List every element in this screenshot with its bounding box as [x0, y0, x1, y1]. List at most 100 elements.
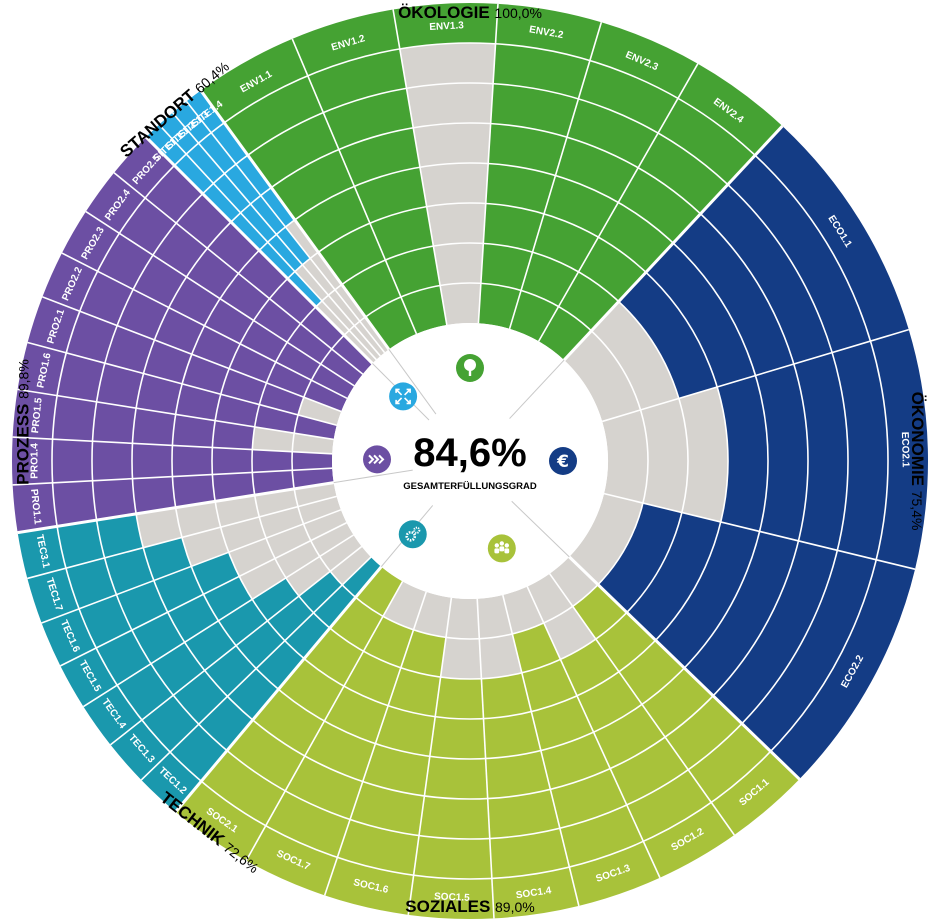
criterion-segment [136, 507, 182, 548]
criterion-segment [252, 689, 325, 756]
criterion-segment [250, 195, 286, 235]
criterion-segment [212, 447, 253, 475]
criterion-segment [159, 112, 199, 155]
criterion-segment [344, 330, 377, 364]
criterion-segment [393, 2, 498, 49]
category-score: 75,4% [909, 491, 925, 531]
criterion-segment [521, 252, 579, 307]
criterion-segment [271, 149, 355, 220]
criterion-segment [42, 253, 98, 312]
arrow-stroke [404, 397, 411, 405]
criterion-segment [175, 781, 266, 861]
ring-gridline [91, 82, 849, 840]
criterion-segment [311, 364, 355, 399]
criterion-segment [655, 521, 760, 669]
criterion-segment [479, 633, 522, 679]
criterion-segment [136, 373, 183, 415]
criterion-segment [408, 875, 494, 919]
criterion-segment [224, 75, 324, 156]
criterion-segment [302, 258, 336, 296]
criterion-segment [153, 566, 204, 613]
criterion-segment [211, 122, 248, 165]
arrow-stroke [404, 388, 411, 396]
criterion-segment [543, 175, 619, 238]
criterion-segment [117, 289, 169, 340]
criterion-segment [770, 559, 916, 780]
criterion-segment [419, 162, 489, 207]
criterion-segment [85, 172, 146, 234]
criterion-segment [275, 342, 321, 381]
criterion-segment [154, 307, 205, 355]
criterion-segment [287, 271, 323, 307]
criterion-segment [104, 325, 155, 374]
criterion-segment [207, 221, 260, 274]
criterion-segment [17, 526, 66, 579]
criterion-segment [175, 501, 221, 538]
criterion-segment [626, 512, 721, 641]
criterion-segment [560, 639, 619, 696]
criterion-segment [143, 537, 192, 581]
criterion-segment [212, 420, 255, 450]
icon-badge [549, 447, 577, 475]
gear-small [413, 526, 421, 534]
criterion-segment [645, 243, 756, 388]
criterion-segment [399, 43, 496, 89]
criterion-segment [359, 316, 389, 353]
criterion-segment [578, 237, 646, 302]
euro-icon: € [549, 447, 577, 475]
criterion-segment [658, 98, 756, 185]
category-score: 89,0% [495, 899, 535, 915]
criterion-segment [204, 645, 257, 697]
criterion-segment [133, 255, 187, 308]
category-label: SOZIALES 89,0% [405, 897, 534, 916]
criterion-segment [275, 540, 320, 578]
criterion-segment [200, 38, 308, 123]
criterion-segment [413, 835, 492, 879]
criterion-segment [201, 750, 286, 826]
criterion-segment [65, 557, 117, 609]
criterion-segment [493, 43, 590, 99]
criterion-segment [83, 685, 142, 745]
person-head [494, 543, 500, 548]
criterion-segment [294, 414, 337, 440]
criterion-segment [713, 540, 838, 724]
criterion-segment [555, 137, 639, 203]
ring-gridline [171, 162, 769, 760]
criterion-segment [238, 250, 288, 299]
criterion-segment [678, 387, 729, 522]
criterion-segment [741, 550, 877, 752]
criterion-segment [300, 306, 345, 349]
criterion-segment [433, 243, 484, 286]
criterion-segment [315, 300, 350, 336]
criterion-segment [252, 577, 299, 621]
hub-divider-lines [333, 349, 570, 568]
criterion-segment [146, 124, 187, 166]
criterion-segment [419, 795, 490, 839]
criterion-segment [267, 234, 303, 272]
person-body [499, 546, 505, 552]
ring-gridline [251, 242, 689, 680]
person-body [504, 548, 510, 554]
chevron-stroke [378, 454, 385, 465]
gear-large [405, 530, 417, 542]
criterion-segment [320, 348, 363, 386]
criterion-segment [235, 155, 272, 196]
ring-gridline [211, 202, 729, 720]
criterion-segment [489, 828, 570, 879]
criterion-segment [66, 311, 118, 364]
criterion-segment [132, 408, 176, 446]
criterion-segment [365, 296, 417, 350]
criterion-segment [755, 126, 909, 342]
criterion-segment [310, 252, 342, 290]
criterion-segment [328, 289, 360, 326]
category-name: SOZIALES [405, 897, 495, 916]
criterion-label: ENV1.3 [429, 20, 464, 33]
criterion-segment [491, 867, 579, 919]
criterion-segment [224, 164, 261, 204]
criterion-segment [483, 203, 544, 253]
criterion-segment [236, 620, 285, 669]
criterion-segment [227, 719, 305, 791]
gear-icon [398, 520, 427, 549]
criterion-segment [202, 183, 241, 222]
icon-badge [398, 520, 427, 549]
